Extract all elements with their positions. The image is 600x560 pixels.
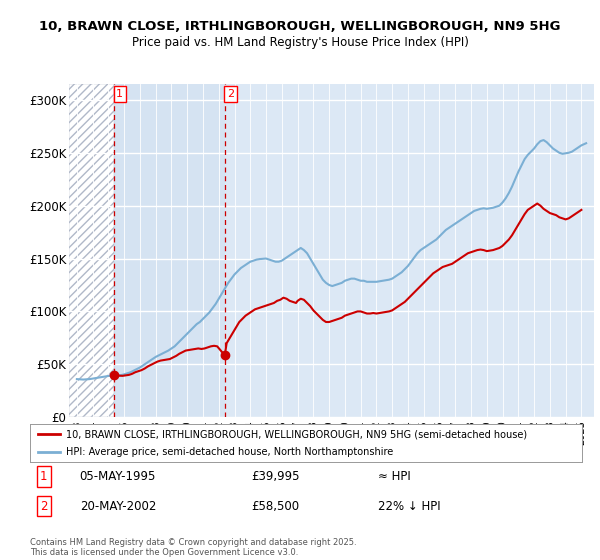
Text: Price paid vs. HM Land Registry's House Price Index (HPI): Price paid vs. HM Land Registry's House …	[131, 36, 469, 49]
Text: 05-MAY-1995: 05-MAY-1995	[80, 470, 156, 483]
Text: HPI: Average price, semi-detached house, North Northamptonshire: HPI: Average price, semi-detached house,…	[66, 447, 393, 457]
Text: Contains HM Land Registry data © Crown copyright and database right 2025.
This d: Contains HM Land Registry data © Crown c…	[30, 538, 356, 557]
Bar	[69, 84, 114, 417]
Text: 1: 1	[40, 470, 47, 483]
Bar	[114, 84, 225, 417]
Text: 2: 2	[40, 500, 47, 513]
Text: £58,500: £58,500	[251, 500, 299, 513]
Bar	[69, 84, 114, 417]
Text: 2: 2	[227, 89, 234, 99]
Text: 1: 1	[116, 89, 123, 99]
Text: ≈ HPI: ≈ HPI	[378, 470, 410, 483]
Text: 10, BRAWN CLOSE, IRTHLINGBOROUGH, WELLINGBOROUGH, NN9 5HG: 10, BRAWN CLOSE, IRTHLINGBOROUGH, WELLIN…	[39, 20, 561, 32]
Text: 10, BRAWN CLOSE, IRTHLINGBOROUGH, WELLINGBOROUGH, NN9 5HG (semi-detached house): 10, BRAWN CLOSE, IRTHLINGBOROUGH, WELLIN…	[66, 429, 527, 439]
Text: 22% ↓ HPI: 22% ↓ HPI	[378, 500, 440, 513]
Text: £39,995: £39,995	[251, 470, 299, 483]
Text: 20-MAY-2002: 20-MAY-2002	[80, 500, 156, 513]
